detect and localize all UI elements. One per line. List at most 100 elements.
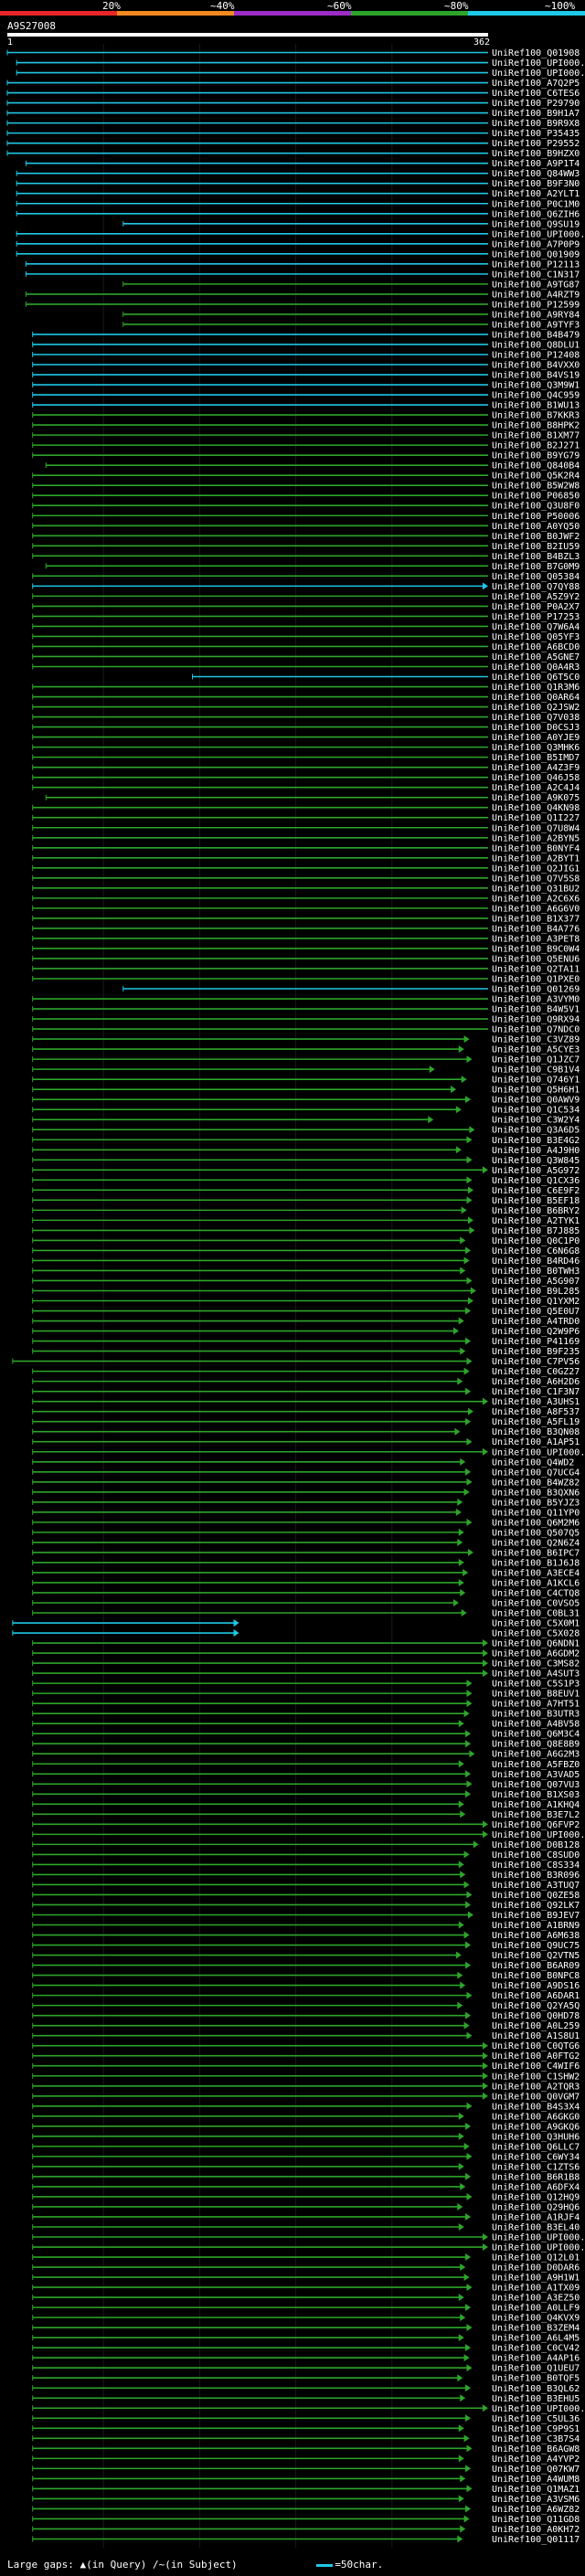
hit-label[interactable]: UniRef100_A7HT51	[492, 1700, 580, 1710]
hit-label[interactable]: UniRef100_B1XM77	[492, 431, 580, 441]
hit-label[interactable]: UniRef100_UPI000...	[492, 2243, 585, 2253]
hit-label[interactable]: UniRef100_B9YG79	[492, 451, 580, 461]
hit-label[interactable]: UniRef100_B3QL62	[492, 2384, 580, 2394]
hit-label[interactable]: UniRef100_B3QN08	[492, 1427, 580, 1437]
hit-label[interactable]: UniRef100_A1RJF4	[492, 2212, 580, 2222]
hit-label[interactable]: UniRef100_A9H1W1	[492, 2274, 580, 2284]
hit-label[interactable]: UniRef100_A6GDM2	[492, 1649, 580, 1659]
hit-label[interactable]: UniRef100_B4W5V1	[492, 1005, 580, 1015]
hit-label[interactable]: UniRef100_Q0ZE58	[492, 1891, 580, 1901]
hit-label[interactable]: UniRef100_Q1CX36	[492, 1176, 580, 1186]
hit-label[interactable]: UniRef100_B8HPK2	[492, 421, 580, 431]
hit-label[interactable]: UniRef100_B9JEV7	[492, 1911, 580, 1921]
hit-label[interactable]: UniRef100_B2IU59	[492, 542, 580, 552]
hit-label[interactable]: UniRef100_Q3M9W1	[492, 381, 580, 391]
hit-label[interactable]: UniRef100_A4J9H0	[492, 1146, 580, 1156]
hit-label[interactable]: UniRef100_B5W2W8	[492, 482, 580, 492]
hit-label[interactable]: UniRef100_Q1PXE0	[492, 974, 580, 984]
hit-label[interactable]: UniRef100_A4SUT3	[492, 1670, 580, 1680]
hit-label[interactable]: UniRef100_Q7QY88	[492, 582, 580, 592]
hit-label[interactable]: UniRef100_B4RD46	[492, 1256, 580, 1267]
hit-label[interactable]: UniRef100_A0YQ50	[492, 522, 580, 532]
hit-label[interactable]: UniRef100_C4CTQ8	[492, 1588, 580, 1598]
hit-label[interactable]: UniRef100_A6L4M5	[492, 2334, 580, 2344]
hit-label[interactable]: UniRef100_Q01269	[492, 985, 580, 995]
hit-label[interactable]: UniRef100_A9K075	[492, 793, 580, 803]
hit-label[interactable]: UniRef100_A4Z3F9	[492, 763, 580, 773]
hit-label[interactable]: UniRef100_Q84WW3	[492, 169, 580, 179]
hit-label[interactable]: UniRef100_A1AP51	[492, 1437, 580, 1447]
hit-label[interactable]: UniRef100_A2C6X6	[492, 894, 580, 904]
hit-label[interactable]: UniRef100_C1SHW2	[492, 2072, 580, 2082]
hit-label[interactable]: UniRef100_P0C1M0	[492, 199, 580, 209]
hit-label[interactable]: UniRef100_Q1JZC7	[492, 1055, 580, 1065]
hit-label[interactable]: UniRef100_B6AGW8	[492, 2444, 580, 2454]
hit-label[interactable]: UniRef100_B4VXX0	[492, 361, 580, 371]
hit-label[interactable]: UniRef100_A3UHS1	[492, 1397, 580, 1407]
hit-label[interactable]: UniRef100_A5Z9Y2	[492, 592, 580, 602]
hit-label[interactable]: UniRef100_B4A776	[492, 924, 580, 934]
hit-label[interactable]: UniRef100_Q46J58	[492, 773, 580, 783]
hit-label[interactable]: UniRef100_Q92LK7	[492, 1901, 580, 1911]
hit-label[interactable]: UniRef100_Q3HUH6	[492, 2132, 580, 2142]
hit-label[interactable]: UniRef100_C6E9F2	[492, 1186, 580, 1196]
hit-label[interactable]: UniRef100_A5G972	[492, 1166, 580, 1176]
hit-label[interactable]: UniRef100_Q3W845	[492, 1156, 580, 1166]
hit-label[interactable]: UniRef100_Q2YA5Q	[492, 2001, 580, 2011]
hit-label[interactable]: UniRef100_C3W2Y4	[492, 1116, 580, 1126]
hit-label[interactable]: UniRef100_Q12HQ9	[492, 2192, 580, 2202]
hit-label[interactable]: UniRef100_C9P9S1	[492, 2424, 580, 2434]
hit-label[interactable]: UniRef100_B0NPC8	[492, 1971, 580, 1981]
hit-label[interactable]: UniRef100_Q0A4R3	[492, 663, 580, 673]
hit-label[interactable]: UniRef100_B3E7L2	[492, 1810, 580, 1820]
hit-label[interactable]: UniRef100_Q6LLC7	[492, 2142, 580, 2152]
hit-label[interactable]: UniRef100_Q6M3C4	[492, 1730, 580, 1740]
hit-label[interactable]: UniRef100_Q7W6A4	[492, 622, 580, 632]
hit-label[interactable]: UniRef100_P35435	[492, 129, 580, 139]
hit-label[interactable]: UniRef100_B5YJZ3	[492, 1498, 580, 1508]
hit-label[interactable]: UniRef100_A1BRN9	[492, 1921, 580, 1931]
hit-label[interactable]: UniRef100_Q1C534	[492, 1106, 580, 1116]
hit-label[interactable]: UniRef100_A6BCD0	[492, 642, 580, 652]
hit-label[interactable]: UniRef100_A7P0P9	[492, 239, 580, 249]
hit-label[interactable]: UniRef100_A6H2D6	[492, 1377, 580, 1387]
hit-label[interactable]: UniRef100_A4TRD0	[492, 1317, 580, 1327]
hit-label[interactable]: UniRef100_A0L259	[492, 2021, 580, 2031]
hit-label[interactable]: UniRef100_B6BRY2	[492, 1206, 580, 1216]
hit-label[interactable]: UniRef100_C8S334	[492, 1860, 580, 1871]
hit-label[interactable]: UniRef100_A9GKQ6	[492, 2122, 580, 2132]
hit-label[interactable]: UniRef100_C0QTG6	[492, 2041, 580, 2051]
hit-label[interactable]: UniRef100_P29552	[492, 139, 580, 149]
hit-label[interactable]: UniRef100_Q4C959	[492, 391, 580, 401]
hit-label[interactable]: UniRef100_Q7V5S8	[492, 874, 580, 884]
hit-label[interactable]: UniRef100_A7Q2P5	[492, 79, 580, 89]
hit-label[interactable]: UniRef100_B9F235	[492, 1347, 580, 1357]
hit-label[interactable]: UniRef100_A3ECE4	[492, 1568, 580, 1578]
hit-label[interactable]: UniRef100_Q7NDC0	[492, 1025, 580, 1035]
hit-label[interactable]: UniRef100_Q1UEU7	[492, 2364, 580, 2374]
hit-label[interactable]: UniRef100_P0A2X7	[492, 602, 580, 612]
hit-label[interactable]: UniRef100_Q0VGM7	[492, 2092, 580, 2102]
hit-label[interactable]: UniRef100_A5GNE7	[492, 652, 580, 663]
hit-label[interactable]: UniRef100_B4VS19	[492, 371, 580, 381]
hit-label[interactable]: UniRef100_B9R9X8	[492, 119, 580, 129]
hit-label[interactable]: UniRef100_Q8E8B9	[492, 1740, 580, 1750]
hit-label[interactable]: UniRef100_C6TES6	[492, 89, 580, 99]
hit-label[interactable]: UniRef100_A3VSM6	[492, 2495, 580, 2505]
hit-label[interactable]: UniRef100_C5S1P3	[492, 1680, 580, 1690]
hit-label[interactable]: UniRef100_B3R096	[492, 1871, 580, 1881]
hit-label[interactable]: UniRef100_P12599	[492, 300, 580, 310]
hit-label[interactable]: UniRef100_B9F3N0	[492, 179, 580, 189]
hit-label[interactable]: UniRef100_Q2TA11	[492, 964, 580, 974]
hit-label[interactable]: UniRef100_A2BYN5	[492, 833, 580, 843]
hit-label[interactable]: UniRef100_A4RZT9	[492, 290, 580, 300]
hit-label[interactable]: UniRef100_C6N6G8	[492, 1246, 580, 1256]
hit-label[interactable]: UniRef100_A3VYM0	[492, 995, 580, 1005]
hit-label[interactable]: UniRef100_A4YVP2	[492, 2454, 580, 2465]
hit-label[interactable]: UniRef100_B0JWF2	[492, 532, 580, 542]
hit-label[interactable]: UniRef100_B4B479	[492, 330, 580, 340]
hit-label[interactable]: UniRef100_B3ZEM4	[492, 2324, 580, 2334]
hit-label[interactable]: UniRef100_B3E4G2	[492, 1136, 580, 1146]
hit-label[interactable]: UniRef100_A5FBZ0	[492, 1760, 580, 1770]
hit-label[interactable]: UniRef100_Q2W9P6	[492, 1327, 580, 1337]
